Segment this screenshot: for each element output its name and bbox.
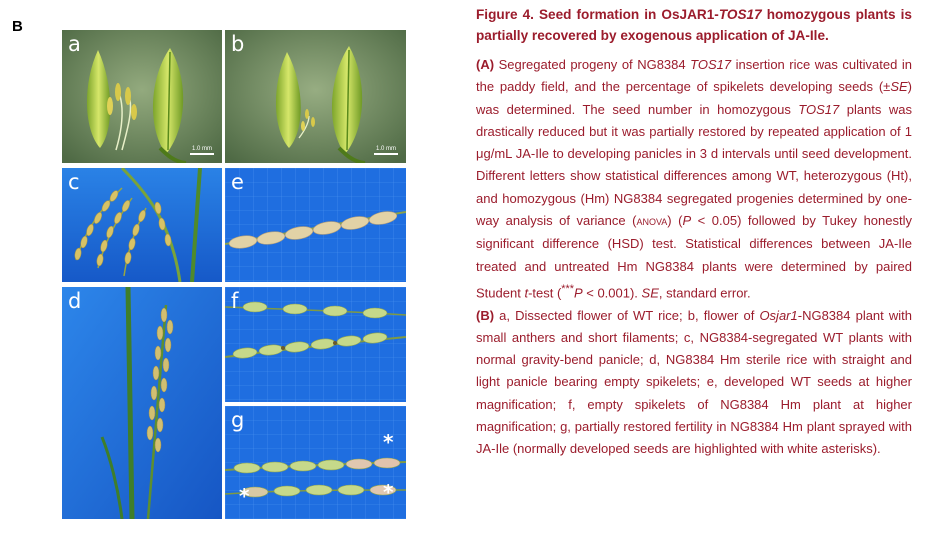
- photo-b-osjar1-flower: b 1.0 mm: [225, 30, 406, 163]
- photo-f-empty-spikelets: f: [225, 287, 406, 402]
- photo-d-hm-sterile-panicle: d: [62, 287, 222, 519]
- photo-label-f: f: [231, 289, 239, 313]
- asterisk-marker-2: *: [239, 484, 250, 508]
- caption-part-a: (A) Segregated progeny of NG8384 TOS17 i…: [476, 57, 912, 301]
- photo-label-b: b: [231, 32, 245, 56]
- photo-label-g: g: [231, 408, 245, 432]
- caption-title: Figure 4. Seed formation in OsJAR1-TOS17…: [476, 7, 912, 43]
- panel-letter-b: B: [12, 18, 23, 35]
- photo-e-wt-seeds: e: [225, 168, 406, 282]
- photo-c-wt-panicle: c: [62, 168, 222, 282]
- asterisk-marker-1: *: [383, 430, 394, 454]
- photo-label-d: d: [68, 289, 82, 313]
- photo-a-dissected-wt-flower: a 1.0 mm: [62, 30, 222, 163]
- asterisk-marker-3: *: [383, 480, 394, 504]
- scale-bar-b: 1.0 mm: [374, 146, 398, 155]
- photo-label-a: a: [68, 32, 81, 56]
- scale-text-b: 1.0 mm: [375, 146, 396, 152]
- scale-bar-a: 1.0 mm: [190, 146, 214, 155]
- caption-part-b: (B) a, Dissected flower of WT rice; b, f…: [476, 307, 913, 457]
- photo-g-restored-fertility: g * * *: [225, 406, 406, 519]
- photo-label-e: e: [231, 170, 244, 194]
- scale-text-a: 1.0 mm: [191, 146, 212, 152]
- photo-label-c: c: [68, 170, 80, 194]
- figure-caption: Figure 4. Seed formation in OsJAR1-TOS17…: [476, 4, 912, 461]
